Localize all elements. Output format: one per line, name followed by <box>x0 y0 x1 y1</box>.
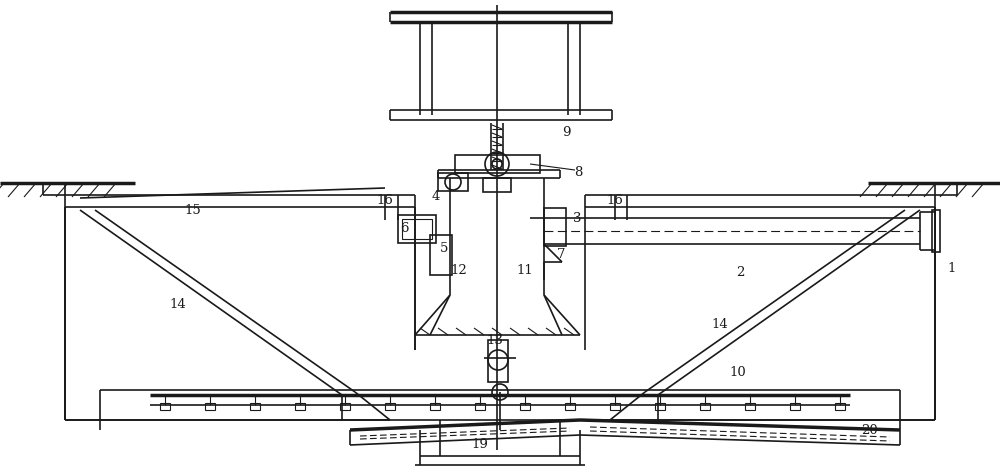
Bar <box>932 210 940 252</box>
Bar <box>520 403 530 410</box>
Text: 9: 9 <box>562 126 570 139</box>
Bar <box>160 403 170 410</box>
Text: 16: 16 <box>607 194 623 207</box>
Bar <box>455 155 540 173</box>
Bar <box>385 403 395 410</box>
Bar <box>565 403 575 410</box>
Text: 12: 12 <box>451 264 467 277</box>
Text: 5: 5 <box>440 241 448 255</box>
Bar <box>295 403 305 410</box>
Bar <box>790 403 800 410</box>
Text: 10: 10 <box>730 367 746 379</box>
Text: 20: 20 <box>862 424 878 436</box>
Text: 15: 15 <box>185 204 201 217</box>
Bar <box>340 403 350 410</box>
Text: 16: 16 <box>377 194 393 207</box>
Bar <box>544 208 566 246</box>
Bar <box>610 403 620 410</box>
Text: 8: 8 <box>574 167 582 179</box>
Text: 3: 3 <box>573 211 581 225</box>
Bar <box>475 403 485 410</box>
Text: 14: 14 <box>170 298 186 311</box>
Bar <box>402 219 432 239</box>
Text: 4: 4 <box>432 190 440 204</box>
Text: 1: 1 <box>948 261 956 275</box>
Bar <box>700 403 710 410</box>
Text: 7: 7 <box>557 248 565 261</box>
Bar <box>250 403 260 410</box>
Bar <box>655 403 665 410</box>
Bar <box>430 403 440 410</box>
Bar <box>438 173 468 191</box>
Bar <box>483 178 511 192</box>
Bar <box>745 403 755 410</box>
Text: 19: 19 <box>472 438 488 452</box>
Text: 11: 11 <box>517 264 533 277</box>
Text: 14: 14 <box>712 318 728 331</box>
Bar <box>398 215 436 243</box>
Text: 6: 6 <box>400 221 408 235</box>
Bar <box>205 403 215 410</box>
Text: 2: 2 <box>736 266 744 278</box>
Bar <box>488 340 508 382</box>
Bar <box>430 235 452 275</box>
Text: 13: 13 <box>487 334 503 347</box>
Bar <box>835 403 845 410</box>
